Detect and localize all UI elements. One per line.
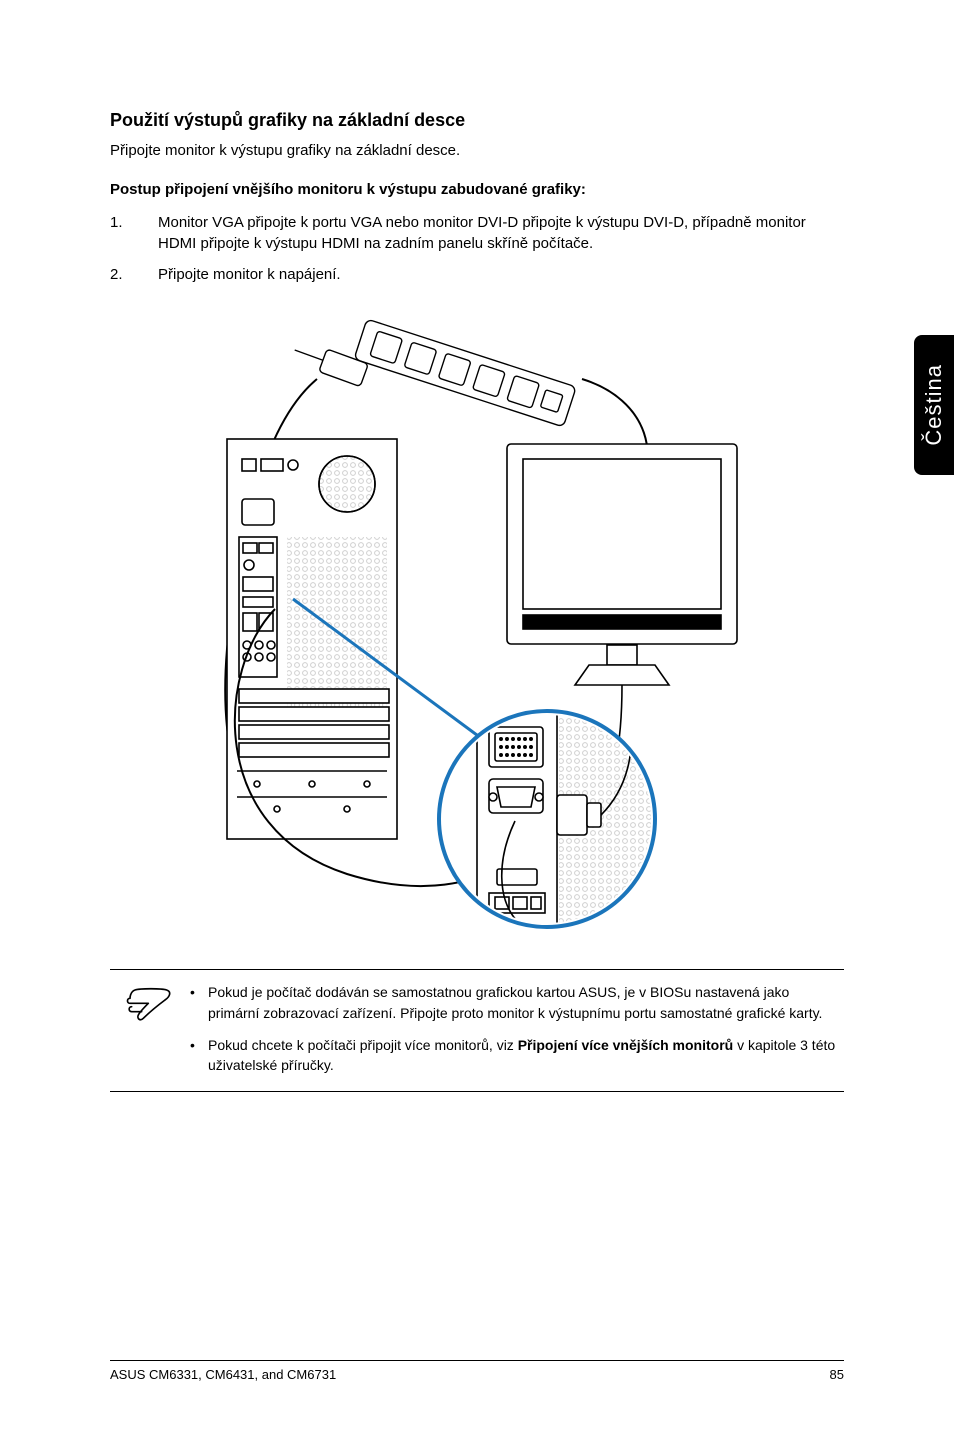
note-text: Pokud je počítač dodáván se samostatnou … xyxy=(208,984,822,1020)
connection-diagram xyxy=(110,309,844,929)
list-item: 1. Monitor VGA připojte k portu VGA nebo… xyxy=(110,212,844,254)
note-text-pre: Pokud chcete k počítači připojit více mo… xyxy=(208,1037,518,1053)
divider xyxy=(110,1091,844,1092)
note-text-bold: Připojení více vnějších monitorů xyxy=(518,1037,734,1053)
note-block: • Pokud je počítač dodáván se samostatno… xyxy=(110,969,844,1092)
bullet-dot: • xyxy=(190,1035,208,1076)
section-heading: Použití výstupů grafiky na základní desc… xyxy=(110,110,844,131)
language-tab: Čeština xyxy=(914,335,954,475)
footer-page-number: 85 xyxy=(830,1367,844,1382)
page-footer: ASUS CM6331, CM6431, and CM6731 85 xyxy=(110,1360,844,1382)
step-text: Připojte monitor k napájení. xyxy=(158,264,844,285)
note-bullet: • Pokud je počítač dodáván se samostatno… xyxy=(190,982,844,1023)
divider xyxy=(110,969,844,970)
bullet-dot: • xyxy=(190,982,208,1023)
steps-heading: Postup připojení vnějšího monitoru k výs… xyxy=(110,181,844,198)
note-bullet: • Pokud chcete k počítači připojit více … xyxy=(190,1035,844,1076)
step-number: 1. xyxy=(110,212,158,254)
step-number: 2. xyxy=(110,264,158,285)
steps-list: 1. Monitor VGA připojte k portu VGA nebo… xyxy=(110,212,844,285)
note-hand-icon xyxy=(110,982,190,1024)
note-list: • Pokud je počítač dodáván se samostatno… xyxy=(190,982,844,1087)
language-tab-label: Čeština xyxy=(921,364,947,446)
footer-left: ASUS CM6331, CM6431, and CM6731 xyxy=(110,1367,336,1382)
step-text: Monitor VGA připojte k portu VGA nebo mo… xyxy=(158,212,844,254)
list-item: 2. Připojte monitor k napájení. xyxy=(110,264,844,285)
intro-text: Připojte monitor k výstupu grafiky na zá… xyxy=(110,141,844,161)
